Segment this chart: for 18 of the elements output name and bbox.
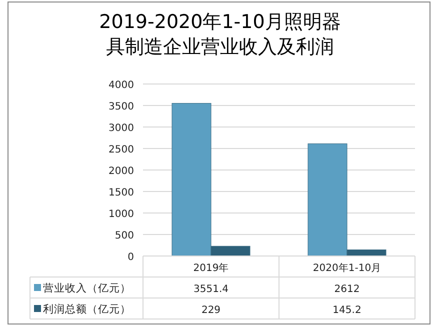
data-label: 145.2 [332, 305, 362, 316]
data-label: 229 [201, 305, 221, 316]
legend-label: 利润总额（亿元） [43, 302, 131, 316]
y-tick-label: 2500 [108, 144, 134, 156]
y-tick-label: 1500 [108, 188, 134, 198]
x-tick-label: 2019年 [193, 262, 229, 274]
y-tick-label: 1000 [108, 209, 134, 220]
y-tick-label: 500 [114, 230, 134, 242]
y-tick-label: 3000 [108, 123, 134, 134]
y-tick-label: 3500 [108, 102, 134, 112]
x-tick-label: 2020年1-10月 [312, 262, 382, 274]
y-tick-label: 0 [128, 252, 134, 263]
y-tick-label: 2000 [108, 166, 134, 177]
data-label: 2612 [334, 284, 360, 295]
y-tick-label: 4000 [108, 80, 134, 91]
legend-label: 营业收入（亿元） [43, 282, 131, 294]
chart-title: 2019-2020年1-10月照明器具制造企业营业收入及利润 [99, 11, 341, 58]
data-label: 3551.4 [194, 284, 228, 295]
